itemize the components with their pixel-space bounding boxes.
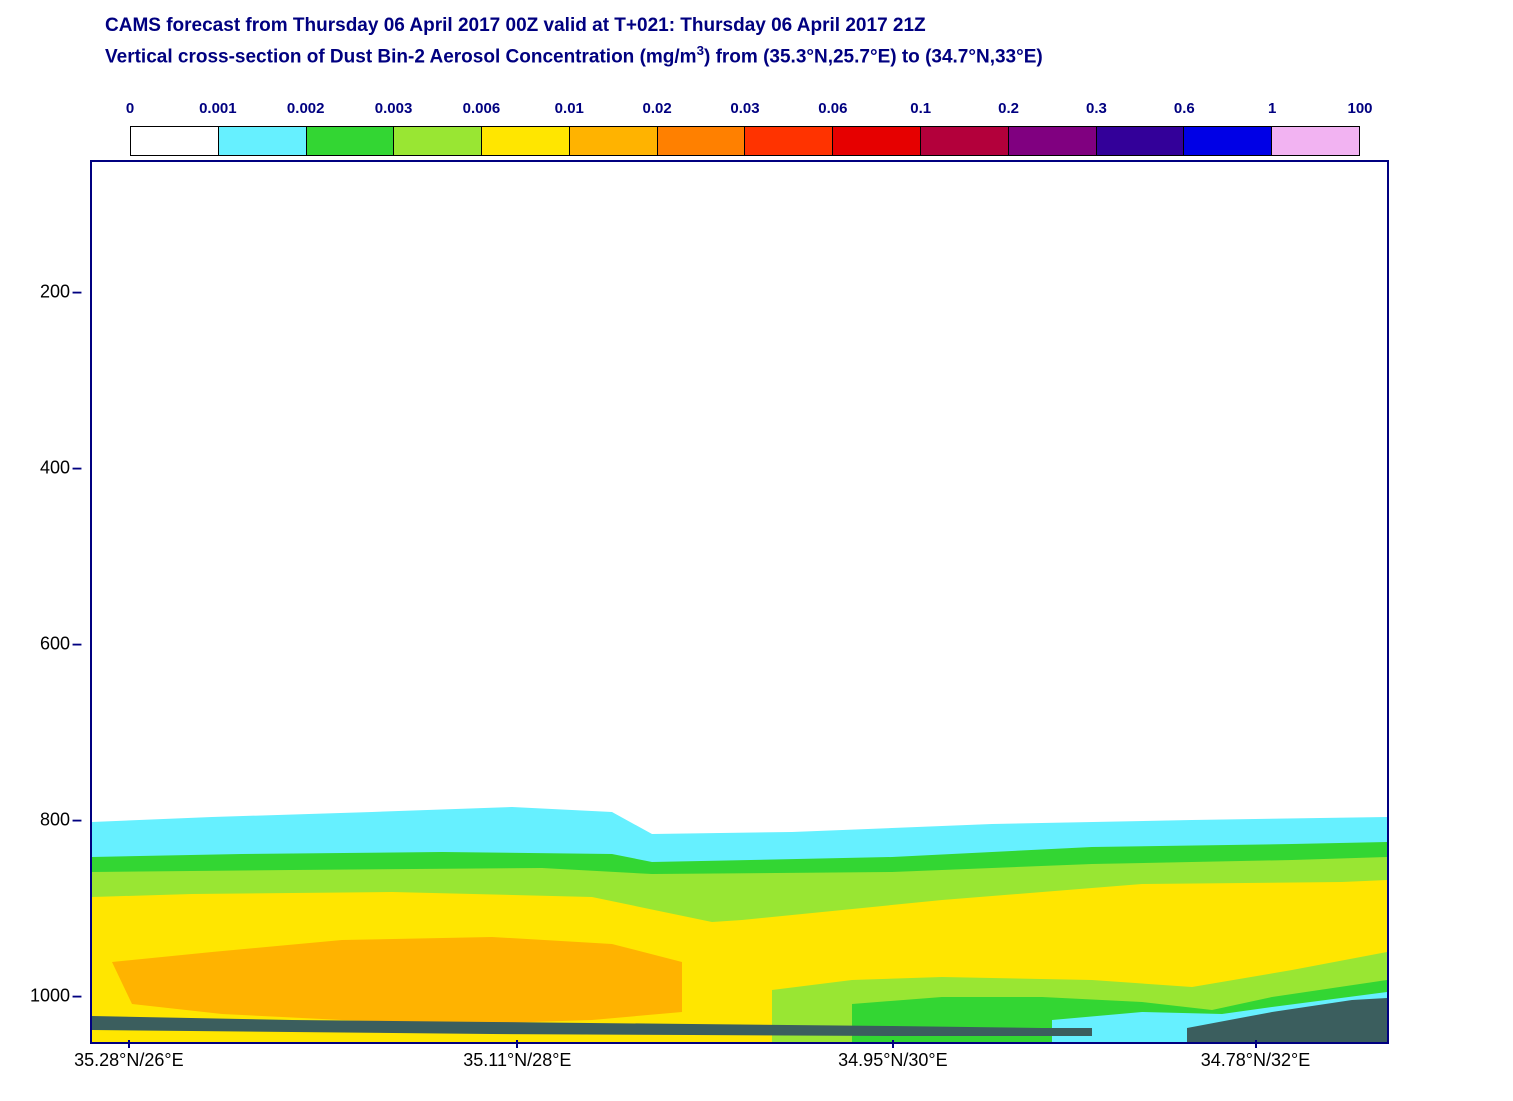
colorbar-level-label: 0.02 — [643, 100, 672, 117]
colorbar-swatch — [570, 127, 658, 155]
colorbar-swatch — [131, 127, 219, 155]
colorbar-labels: 00.0010.0020.0030.0060.010.020.030.060.1… — [130, 100, 1360, 120]
colorbar-level-label: 0.6 — [1174, 100, 1195, 117]
x-tick-label: 35.11°N/28°E — [463, 1050, 571, 1071]
colorbar-swatch — [1097, 127, 1185, 155]
y-tick-label: 600 — [40, 634, 82, 655]
title-line-1: CAMS forecast from Thursday 06 April 201… — [105, 12, 1043, 41]
x-tick-label: 34.95°N/30°E — [838, 1050, 947, 1071]
colorbar-swatch — [1272, 127, 1359, 155]
colorbar-swatch — [1184, 127, 1272, 155]
x-tick-mark — [128, 1040, 130, 1048]
colorbar: 00.0010.0020.0030.0060.010.020.030.060.1… — [130, 100, 1360, 156]
contour-layers — [92, 162, 1387, 1042]
colorbar-swatch — [482, 127, 570, 155]
colorbar-level-label: 0.03 — [730, 100, 759, 117]
plot-area — [90, 160, 1389, 1044]
colorbar-level-label: 0.002 — [287, 100, 325, 117]
colorbar-level-label: 1 — [1268, 100, 1276, 117]
colorbar-swatch — [658, 127, 746, 155]
colorbar-level-label: 0 — [126, 100, 134, 117]
colorbar-level-label: 100 — [1347, 100, 1372, 117]
x-tick-label: 35.28°N/26°E — [74, 1050, 183, 1071]
colorbar-level-label: 0.06 — [818, 100, 847, 117]
title-line-2: Vertical cross-section of Dust Bin-2 Aer… — [105, 41, 1043, 72]
y-tick-label: 800 — [40, 810, 82, 831]
x-tick-mark — [892, 1040, 894, 1048]
colorbar-swatch — [307, 127, 395, 155]
colorbar-level-label: 0.01 — [555, 100, 584, 117]
x-tick-mark — [516, 1040, 518, 1048]
colorbar-swatch — [745, 127, 833, 155]
x-axis: 35.28°N/26°E35.11°N/28°E34.95°N/30°E34.7… — [90, 1042, 1385, 1082]
colorbar-level-label: 0.3 — [1086, 100, 1107, 117]
colorbar-level-label: 0.001 — [199, 100, 237, 117]
y-tick-label: 1000 — [30, 986, 82, 1007]
colorbar-level-label: 0.2 — [998, 100, 1019, 117]
y-axis: 200 400 600 800 1000 — [0, 160, 90, 1040]
colorbar-level-label: 0.1 — [910, 100, 931, 117]
colorbar-level-label: 0.006 — [463, 100, 501, 117]
y-tick-label: 200 — [40, 282, 82, 303]
colorbar-swatch — [921, 127, 1009, 155]
chart-title: CAMS forecast from Thursday 06 April 201… — [105, 12, 1043, 71]
colorbar-swatch — [219, 127, 307, 155]
colorbar-swatch — [394, 127, 482, 155]
colorbar-swatch — [1009, 127, 1097, 155]
colorbar-swatch — [833, 127, 921, 155]
colorbar-swatches — [130, 126, 1360, 156]
y-tick-label: 400 — [40, 458, 82, 479]
x-tick-mark — [1255, 1040, 1257, 1048]
colorbar-level-label: 0.003 — [375, 100, 413, 117]
x-tick-label: 34.78°N/32°E — [1201, 1050, 1310, 1071]
